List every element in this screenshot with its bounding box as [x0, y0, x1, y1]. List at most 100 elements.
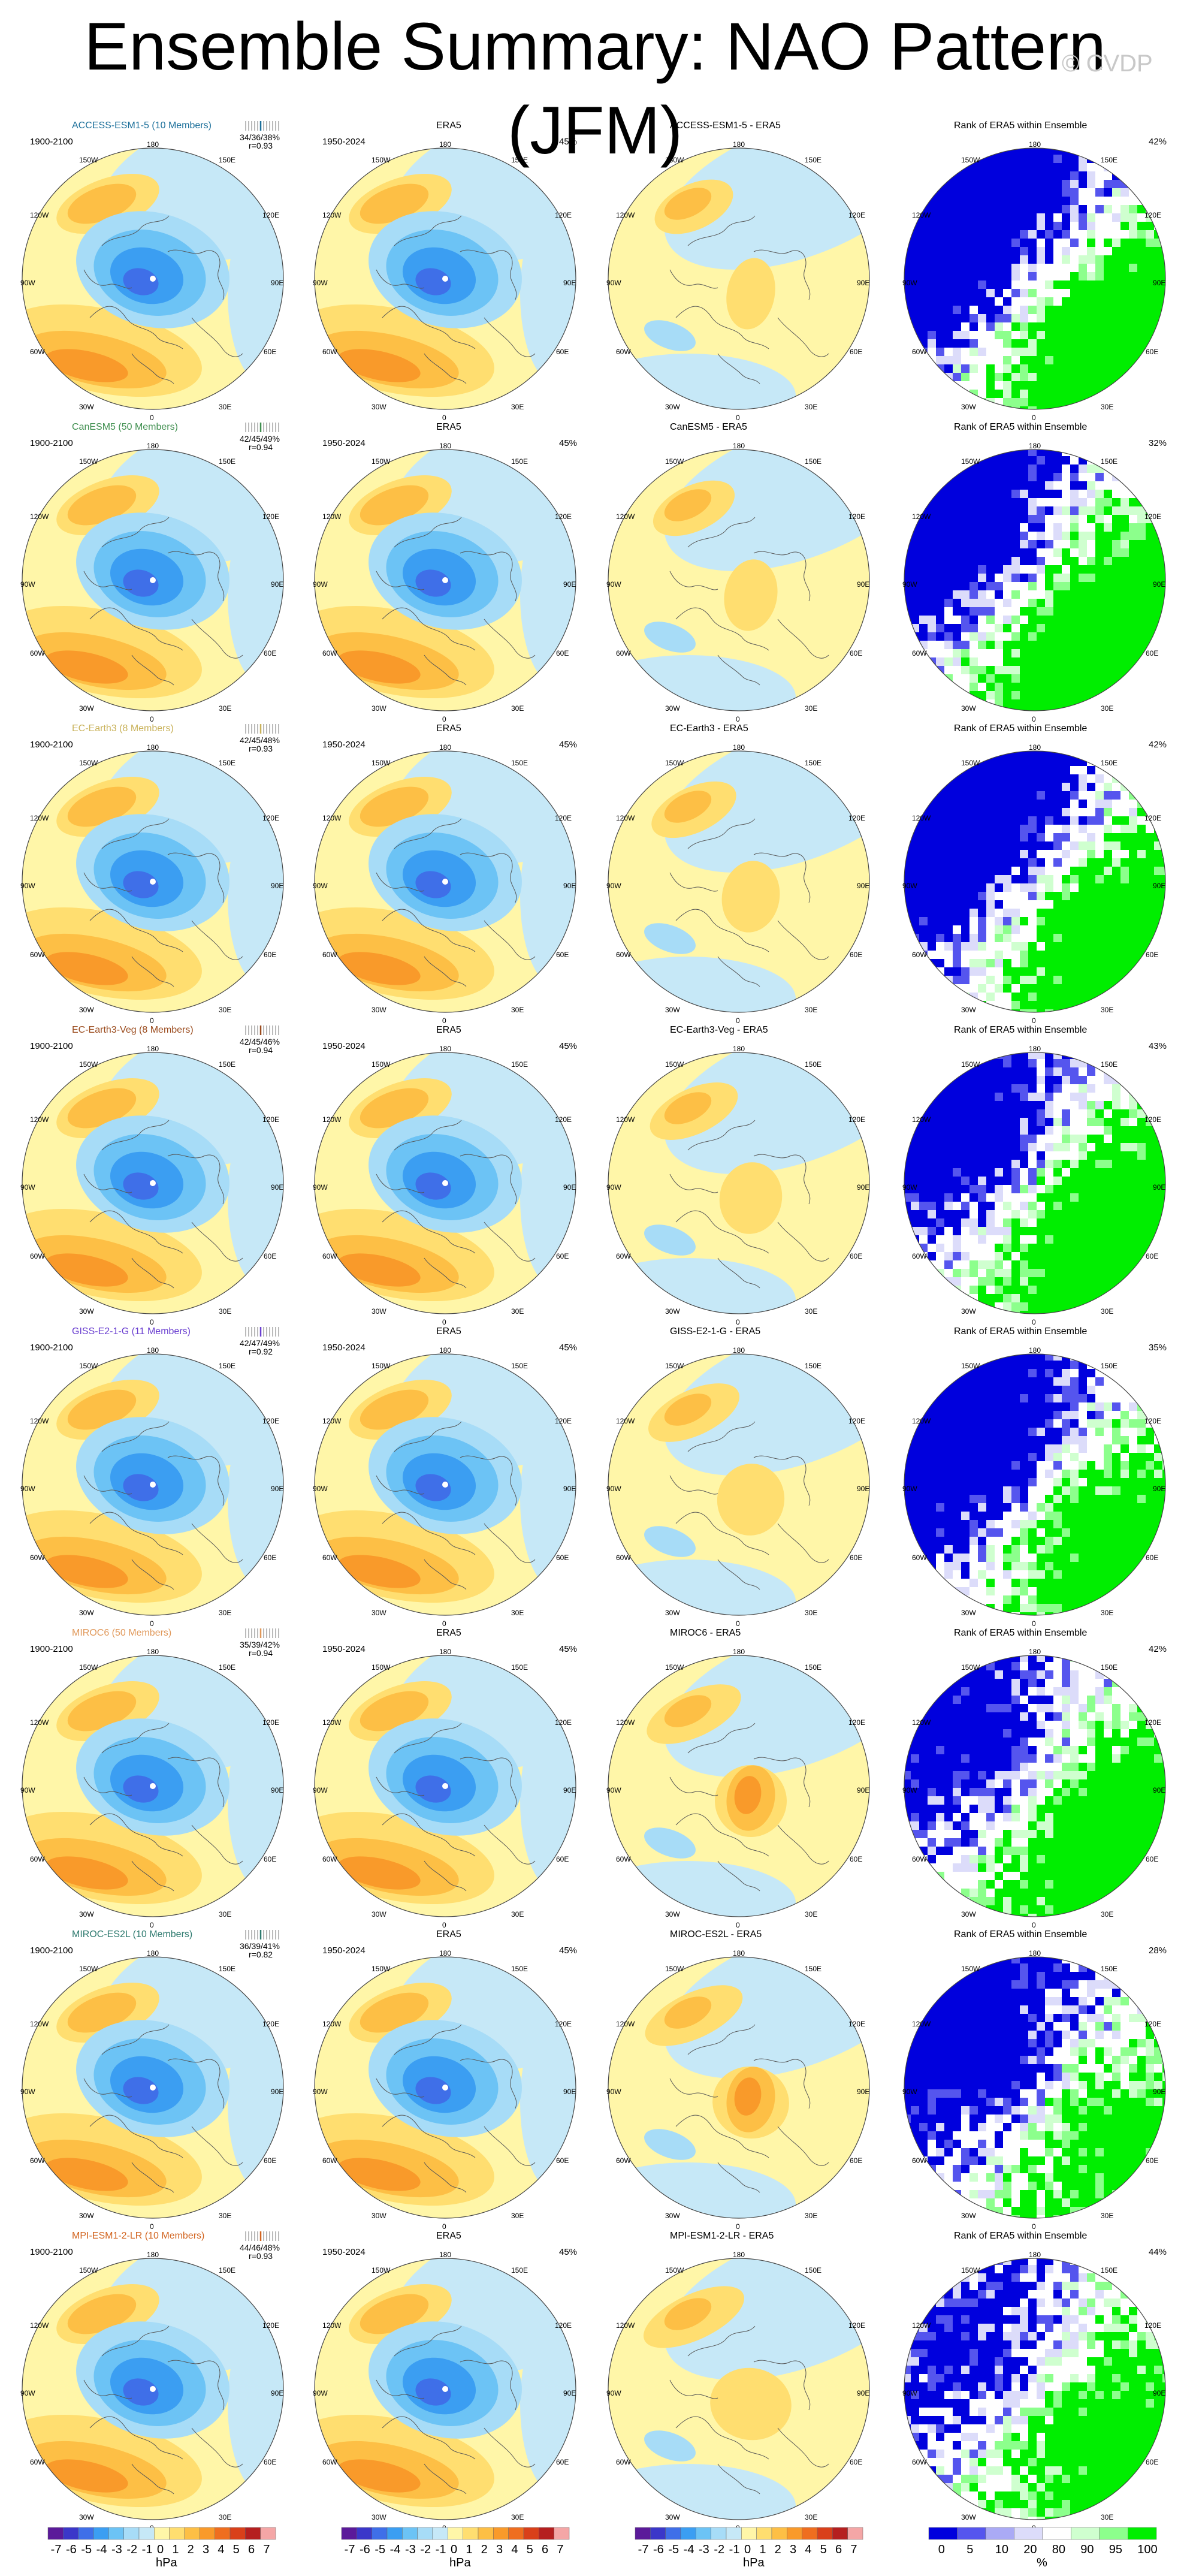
rank-cell: [986, 574, 995, 583]
rank-cell: [1120, 548, 1129, 557]
rank-cell: [1062, 624, 1071, 633]
rank-cell: [978, 624, 987, 633]
rank-cell: [894, 1101, 903, 1110]
positive-anomaly-region: [664, 188, 712, 220]
rank-cell: [1120, 951, 1129, 960]
rank-cell: [986, 213, 995, 222]
rank-cell: [1079, 306, 1088, 315]
rank-cell: [1062, 205, 1071, 214]
rank-cell: [1171, 415, 1176, 420]
rank-cell: [969, 808, 978, 817]
rank-cell: [1079, 188, 1088, 197]
rank-cell: [1120, 155, 1129, 164]
rank-cell: [953, 934, 962, 943]
rank-cell: [1154, 188, 1163, 197]
rank-cell: [1045, 197, 1054, 206]
rank-cell: [1171, 1109, 1176, 1118]
rank-cell: [894, 247, 903, 256]
rank-cell: [1070, 464, 1079, 473]
rank-cell: [1154, 1160, 1163, 1169]
rank-cell: [944, 450, 953, 457]
negative-anomaly-region: [123, 1172, 159, 1200]
rank-cell: [995, 1252, 1004, 1261]
rank-cell: [1020, 222, 1029, 231]
rank-cell: [986, 348, 995, 357]
rank-cell: [1003, 741, 1012, 750]
rank-cell: [953, 264, 962, 273]
rank-cell: [1104, 641, 1113, 650]
rank-cell: [904, 1260, 911, 1269]
rank-cell: [1037, 1001, 1046, 1010]
rank-cell: [1146, 481, 1155, 490]
rank-cell: [1095, 825, 1104, 834]
rank-cell: [1087, 171, 1096, 180]
rank-cell: [1162, 699, 1165, 708]
rank-cell: [1087, 506, 1096, 515]
rank-cell: [1120, 867, 1129, 876]
rank-cell: [1087, 783, 1096, 792]
rank-cell: [995, 138, 1004, 147]
rank-cell: [1120, 1235, 1129, 1244]
rank-cell: [1020, 356, 1029, 365]
rank-cell: [936, 574, 945, 583]
rank-cell: [1087, 557, 1096, 566]
rank-cell: [1171, 523, 1176, 532]
rank-cell: [1112, 841, 1121, 850]
rank-cell: [1003, 1235, 1012, 1244]
rank-cell: [1037, 833, 1046, 842]
rank-cell: [1053, 1001, 1062, 1010]
coastline: [131, 353, 174, 384]
rank-cell: [1171, 456, 1176, 465]
rank-cell: [936, 1177, 945, 1186]
rank-cell: [1079, 1235, 1088, 1244]
rank-cell: [936, 1244, 945, 1253]
rank-cell: [919, 976, 928, 985]
rank-cell: [911, 289, 920, 298]
rank-cell: [1020, 565, 1029, 574]
rank-cell: [953, 666, 962, 675]
rank-cell: [911, 148, 920, 155]
rank-cell: [1112, 800, 1121, 809]
rank-cell: [1171, 959, 1176, 968]
rank-cell: [1095, 264, 1104, 273]
rank-cell: [953, 557, 962, 566]
rank-cell: [995, 909, 1004, 918]
rank-cell: [928, 213, 937, 222]
difference-title: EC-Earth3 - ERA5: [670, 723, 748, 734]
rank-cell: [1112, 1277, 1121, 1286]
rank-cell: [1104, 632, 1113, 641]
rank-cell: [919, 708, 928, 711]
rank-cell: [1120, 833, 1129, 842]
rank-cell: [1020, 247, 1029, 256]
rank-cell: [1129, 951, 1138, 960]
rank-cell: [961, 540, 970, 549]
rank-cell: [936, 741, 945, 750]
rank-cell: [894, 1059, 903, 1068]
rank-cell: [1120, 205, 1129, 214]
rank-cell: [961, 967, 970, 976]
rank-cell: [944, 758, 953, 767]
rank-cell: [1129, 264, 1138, 273]
rank-cell: [1129, 272, 1138, 281]
rank-cell: [1146, 1143, 1155, 1152]
rank-cell: [1120, 348, 1129, 357]
coastline: [83, 269, 132, 289]
rank-cell: [961, 909, 970, 918]
rank-cell: [928, 222, 937, 231]
rank-cell: [1020, 808, 1029, 817]
rank-cell: [1095, 590, 1104, 599]
rank-cell: [1037, 691, 1046, 700]
rank-cell: [1028, 222, 1037, 231]
longitude-label: 60E: [556, 348, 569, 356]
rank-cell: [1137, 875, 1146, 884]
rank-cell: [1070, 959, 1079, 968]
rank-cell: [1120, 976, 1129, 985]
rank-cell: [1095, 272, 1104, 281]
rank-cell: [1120, 456, 1129, 465]
rank-cell: [978, 506, 987, 515]
longitude-label: 120W: [616, 211, 635, 219]
rank-cell: [894, 297, 903, 306]
rank-cell: [928, 390, 937, 399]
rank-cell: [1053, 490, 1062, 499]
longitude-label: 150E: [511, 156, 528, 164]
